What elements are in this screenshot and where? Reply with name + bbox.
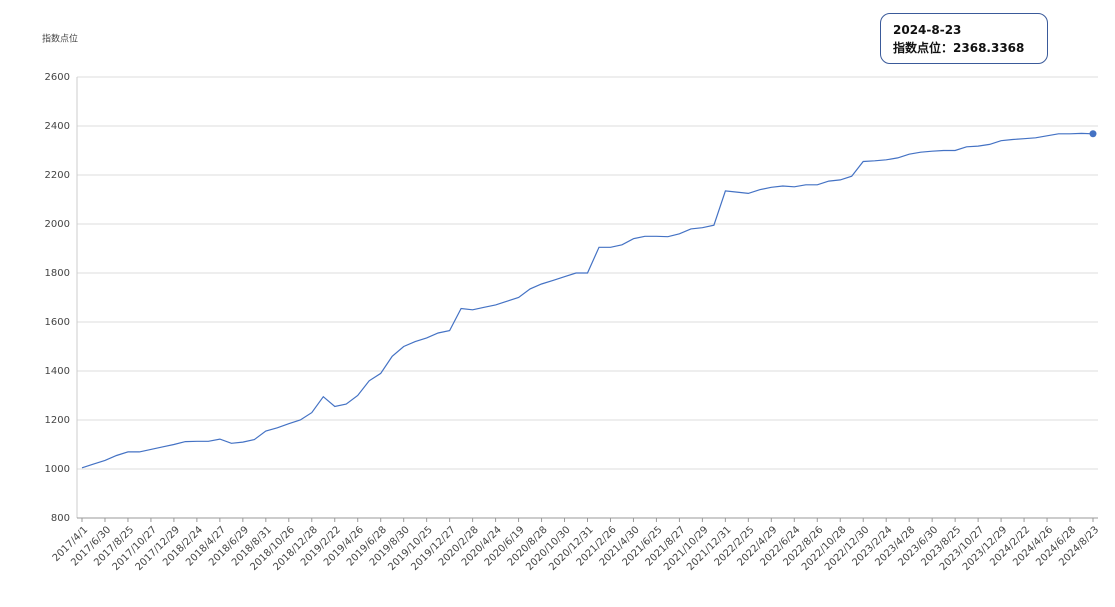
tooltip-row: 指数点位：2368.3368 <box>893 39 1035 57</box>
y-tick-label: 2200 <box>45 170 70 181</box>
series-line <box>81 132 1094 469</box>
highlight-point <box>1089 130 1097 138</box>
y-axis-label: 指数点位 <box>42 33 78 45</box>
y-tick-label: 2000 <box>45 219 70 230</box>
y-tick-label: 1200 <box>45 415 70 426</box>
tooltip-title: 2024-8-23 <box>893 23 962 37</box>
y-tick-label: 1400 <box>45 366 70 377</box>
y-tick-label: 1600 <box>45 317 70 328</box>
y-tick-label: 1800 <box>45 268 70 279</box>
tooltip-label: 指数点位： <box>893 41 954 55</box>
y-tick-label: 1000 <box>45 464 70 475</box>
y-tick-label: 800 <box>51 513 70 524</box>
tooltip: 2024-8-23 指数点位：2368.3368 <box>880 13 1048 64</box>
y-tick-label: 2600 <box>45 72 70 83</box>
y-tick-label: 2400 <box>45 121 70 132</box>
tooltip-value: 2368.3368 <box>953 41 1025 55</box>
